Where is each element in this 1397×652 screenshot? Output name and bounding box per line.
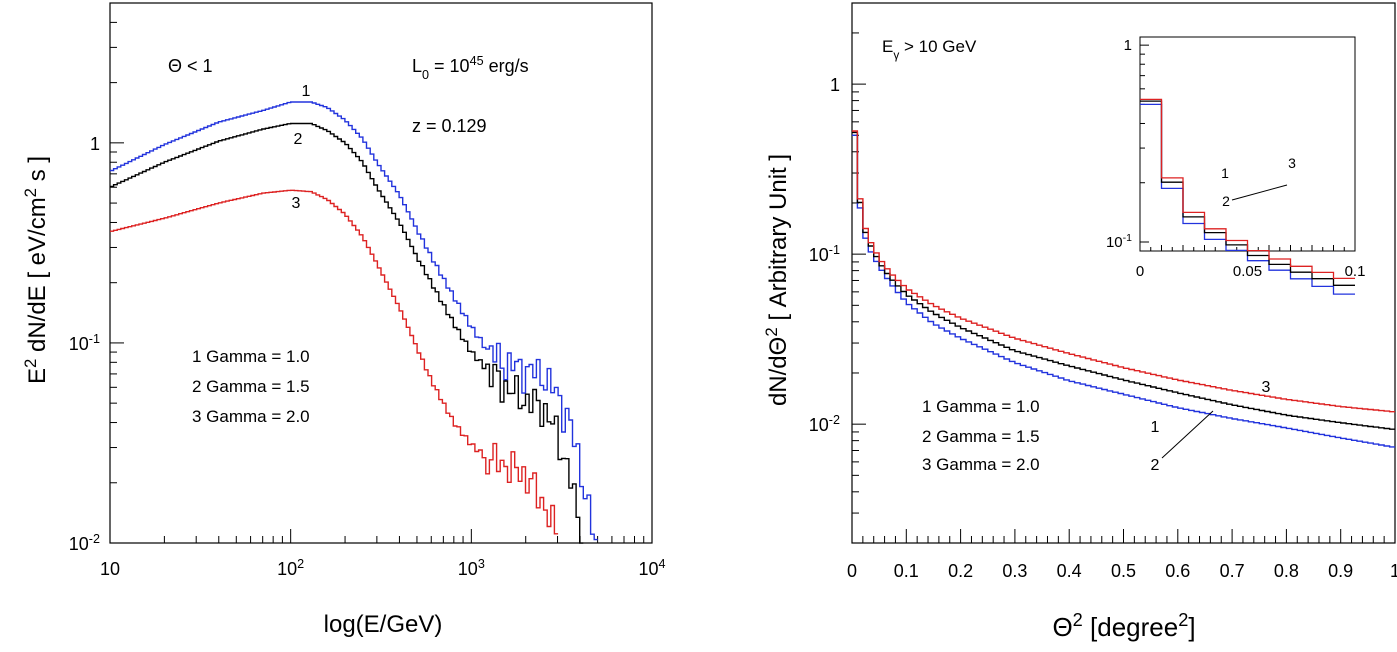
x-tick-label: 0.3 xyxy=(1002,561,1027,581)
inset-curve-label-3: 3 xyxy=(1288,155,1296,171)
legend-entry-1: 1 Gamma = 1.0 xyxy=(192,347,310,366)
x-tick-label: 0.4 xyxy=(1057,561,1082,581)
curve-label-1-left: 1 xyxy=(302,83,311,100)
legend-right: 1 Gamma = 1.0 2 Gamma = 1.5 3 Gamma = 2.… xyxy=(922,397,1040,474)
inset-curve-label-2: 2 xyxy=(1222,193,1230,209)
y-tick-label: 10-1 xyxy=(69,332,100,354)
x-tick-label: 10 xyxy=(100,559,120,579)
series-3-line xyxy=(852,130,1395,413)
y-tick-label: 10-1 xyxy=(809,243,840,265)
curve-label-2-right: 2 xyxy=(1151,457,1160,474)
inset-y-tick-label: 10-1 xyxy=(1106,232,1132,251)
y-tick-label: 1 xyxy=(90,134,100,154)
inset-frame xyxy=(1139,36,1356,252)
tick-labels-left: 10 102 103 104 10-2 10-1 1 xyxy=(69,134,666,579)
legend-entry-3: 3 Gamma = 2.0 xyxy=(192,407,310,426)
inset-x-tick-label: 0 xyxy=(1136,263,1144,280)
energy-cut-annotation: Eγ > 10 GeV xyxy=(882,37,977,62)
inset-curve-label-2-leader xyxy=(1231,184,1288,201)
series-group-right xyxy=(852,130,1395,448)
angular-distribution-panel: 0 0.1 0.2 0.3 0.4 0.5 0.6 0.7 0.8 0.9 1 10-2 10-1 1 Θ… xyxy=(762,2,1397,642)
inset-series-3-line xyxy=(1140,98,1355,280)
inset-series-group xyxy=(1140,98,1355,295)
y-tick-label: 10-2 xyxy=(809,413,840,435)
legend-entry-2: 2 Gamma = 1.5 xyxy=(192,377,310,396)
series-3-line xyxy=(110,189,559,535)
series-2-line xyxy=(110,122,584,544)
curve-label-1-right: 1 xyxy=(1151,419,1160,436)
x-tick-label: 0.7 xyxy=(1220,561,1245,581)
curve-label-2-leader-right xyxy=(1161,410,1214,459)
energy-spectrum-panel: 10 102 103 104 10-2 10-1 1 log(E/GeV) E2 dN/dE… xyxy=(21,2,666,638)
tick-labels-right: 0 0.1 0.2 0.3 0.4 0.5 0.6 0.7 0.8 0.9 1 10-2 10-1 1 xyxy=(809,75,1397,581)
x-tick-label: 102 xyxy=(277,557,304,579)
legend-entry-3: 3 Gamma = 2.0 xyxy=(922,455,1040,474)
series-1-line xyxy=(110,101,598,541)
inset-x-tick-label: 0.05 xyxy=(1233,263,1262,280)
x-tick-label: 0.5 xyxy=(1111,561,1136,581)
x-tick-label: 0 xyxy=(847,561,857,581)
y-axis-title-right: dN/dΘ2 [ Arbitrary Unit ] xyxy=(762,154,793,406)
legend-entry-2: 2 Gamma = 1.5 xyxy=(922,427,1040,446)
series-group-left xyxy=(110,101,598,544)
curve-label-3-left: 3 xyxy=(292,195,301,212)
x-tick-label: 1 xyxy=(1390,561,1397,581)
series-1-line xyxy=(852,134,1395,448)
plot-frame-left xyxy=(109,2,653,544)
x-tick-label: 104 xyxy=(638,557,665,579)
x-tick-label: 0.9 xyxy=(1328,561,1353,581)
inset-y-tick-label: 1 xyxy=(1124,37,1132,54)
inset-plot: 0 0.05 0.1 10-1 1 3 1 2 xyxy=(1106,36,1365,295)
x-axis-title-left: log(E/GeV) xyxy=(324,611,443,638)
inset-curve-label-1: 1 xyxy=(1221,165,1229,181)
y-tick-label: 10-2 xyxy=(69,532,100,554)
x-tick-label: 0.1 xyxy=(894,561,919,581)
inset-tick-labels: 0 0.05 0.1 10-1 1 xyxy=(1106,37,1365,280)
y-axis-title-left: E2 dN/dE [ eV/cm2 s ] xyxy=(21,156,52,384)
curve-label-3-right: 3 xyxy=(1262,379,1271,396)
legend-entry-1: 1 Gamma = 1.0 xyxy=(922,397,1040,416)
x-tick-label: 103 xyxy=(458,557,485,579)
x-axis-title-right: Θ2 [degree2] xyxy=(1052,610,1195,642)
series-2-line xyxy=(852,131,1395,430)
x-tick-label: 0.6 xyxy=(1165,561,1190,581)
inset-x-tick-label: 0.1 xyxy=(1345,263,1366,280)
redshift-annotation: z = 0.129 xyxy=(412,116,487,136)
legend-left: 1 Gamma = 1.0 2 Gamma = 1.5 3 Gamma = 2.… xyxy=(192,347,310,426)
x-tick-label: 0.2 xyxy=(948,561,973,581)
curve-label-2-left: 2 xyxy=(294,131,303,148)
theta-cut-annotation: Θ < 1 xyxy=(168,56,213,76)
luminosity-annotation: L0 = 1045 erg/s xyxy=(412,54,529,82)
x-tick-label: 0.8 xyxy=(1274,561,1299,581)
y-tick-label: 1 xyxy=(830,75,840,95)
